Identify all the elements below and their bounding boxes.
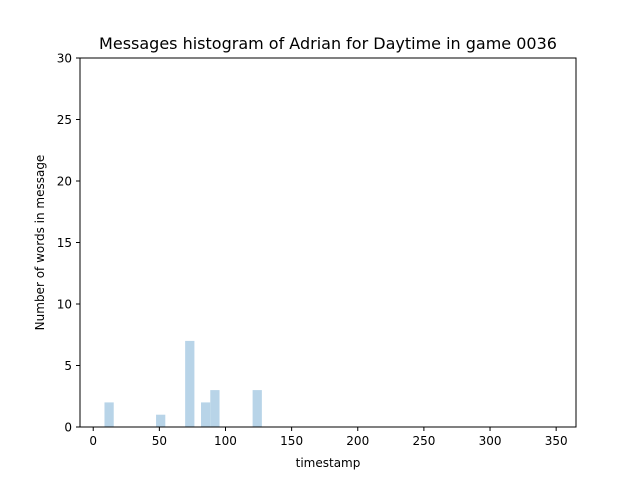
x-axis-ticks: 0 50 100 150 200 250 300 350 <box>89 427 568 448</box>
y-tick-label-0: 0 <box>64 421 72 435</box>
x-tick-label-350: 350 <box>545 434 568 448</box>
x-axis-label: timestamp <box>296 456 361 470</box>
y-tick-label-20: 20 <box>57 175 72 189</box>
y-tick-label-25: 25 <box>57 113 72 127</box>
histogram-bar-2 <box>156 414 166 427</box>
x-tick-label-0: 0 <box>89 434 97 448</box>
bars-layer <box>104 340 262 427</box>
x-tick-label-150: 150 <box>280 434 303 448</box>
y-tick-label-15: 15 <box>57 236 72 250</box>
histogram-bar-6 <box>252 390 262 427</box>
y-tick-label-5: 5 <box>64 359 72 373</box>
y-tick-label-10: 10 <box>57 298 72 312</box>
histogram-bar-4 <box>201 402 211 427</box>
plot-frame <box>79 57 577 428</box>
histogram-bar-3 <box>185 340 195 427</box>
x-tick-label-200: 200 <box>346 434 369 448</box>
histogram-bar-1 <box>104 402 114 427</box>
y-tick-label-30: 30 <box>57 52 72 66</box>
y-axis-ticks: 0 5 10 15 20 25 30 <box>57 52 80 435</box>
chart-title: Messages histogram of Adrian for Daytime… <box>99 34 557 53</box>
y-axis-label: Number of words in message <box>33 155 47 331</box>
x-tick-label-300: 300 <box>479 434 502 448</box>
x-tick-label-250: 250 <box>412 434 435 448</box>
x-tick-label-100: 100 <box>214 434 237 448</box>
x-tick-label-50: 50 <box>152 434 167 448</box>
histogram-bar-5 <box>210 390 220 427</box>
